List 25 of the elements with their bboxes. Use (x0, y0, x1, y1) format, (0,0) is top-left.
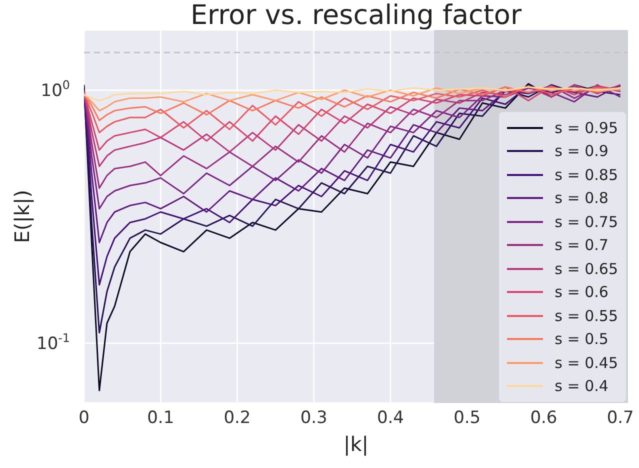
legend-label: s = 0.5 (554, 330, 608, 348)
x-tick-label: 0.3 (300, 408, 328, 428)
x-tick-label: 0.5 (454, 408, 481, 428)
x-tick-label: 0.7 (606, 408, 634, 428)
x-tick-label: 0.4 (376, 408, 404, 428)
legend-label: s = 0.65 (554, 260, 618, 278)
legend-label: s = 0.7 (554, 236, 608, 254)
x-tick-label: 0.1 (147, 408, 174, 428)
legend-label: s = 0.55 (554, 306, 618, 325)
legend-label: s = 0.9 (554, 142, 608, 160)
x-tick-label: 0.6 (530, 408, 558, 428)
legend-label: s = 0.6 (554, 283, 608, 302)
y-axis-title: E(|k|) (10, 190, 34, 244)
legend-label: s = 0.95 (554, 118, 618, 137)
y-tick-label: 10$^{-1}$ (36, 331, 70, 354)
legend-label: s = 0.45 (554, 354, 618, 372)
chart-title: Error vs. rescaling factor (189, 0, 523, 32)
legend-label: s = 0.8 (554, 189, 608, 208)
x-axis-title: |k| (343, 432, 369, 456)
x-tick-label: 0 (78, 408, 90, 428)
y-tick-label: 10$^{0}$ (40, 78, 70, 102)
legend-label: s = 0.85 (554, 166, 618, 184)
x-tick-label: 0.2 (224, 408, 251, 428)
legend-label: s = 0.4 (554, 377, 608, 396)
legend-label: s = 0.75 (554, 212, 618, 231)
